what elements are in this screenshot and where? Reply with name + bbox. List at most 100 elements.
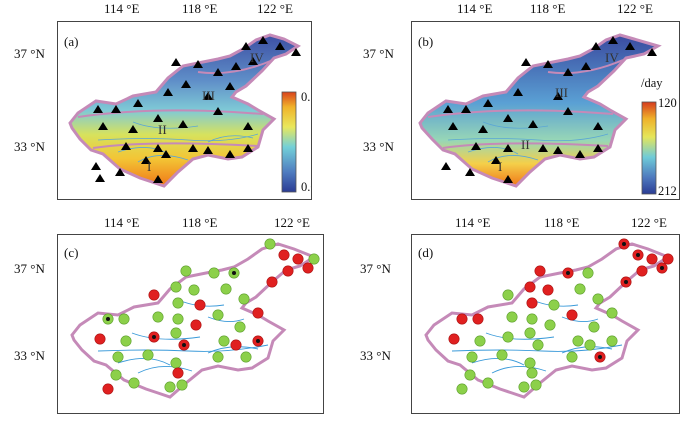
region-i-b: I [498,159,503,174]
red-marker [472,313,484,325]
colorbar-b-bottom-label: 212 [658,184,677,198]
panel-a: (a) I II III IV 0.34 0.63 [57,21,312,200]
red-marker [636,265,648,277]
red-marker [266,276,278,288]
green-marker [606,335,618,347]
y-tick-37-d: 37 °N [360,261,391,276]
colorbar-b-top-label: 120 [658,96,677,110]
significance-dot [182,343,186,347]
panel-a-map [68,33,301,193]
x-tick-118-a: 118 °E [182,1,218,16]
green-marker [308,253,320,265]
red-marker [526,297,538,309]
station-triangles [91,36,301,183]
red-marker [302,262,314,274]
x-tick-118-b: 118 °E [530,1,566,16]
green-marker [544,319,556,331]
green-marker [572,335,584,347]
region-iv-b: IV [605,50,619,65]
green-marker [474,335,486,347]
green-marker [574,283,586,295]
green-marker [496,349,508,361]
region-boundaries [77,59,274,149]
y-tick-37-a: 37 °N [14,46,45,61]
green-marker [466,351,478,363]
green-marker [606,307,618,319]
green-marker [592,293,604,305]
red-marker [94,333,106,345]
panel-b-tag: (b) [418,34,434,49]
x-tick-114-a: 114 °E [104,1,140,16]
green-marker [584,339,596,351]
significance-dot [256,339,260,343]
green-marker [548,299,560,311]
green-marker [112,351,124,363]
green-marker [518,381,530,393]
green-marker [456,383,468,395]
region-i-a: I [147,159,152,174]
green-marker [208,267,220,279]
green-marker [172,297,184,309]
x-tick-114-c: 114 °E [104,215,140,230]
green-marker [506,311,518,323]
red-marker [252,307,264,319]
green-marker [566,351,578,363]
green-marker [180,265,192,277]
significance-dot [598,355,602,359]
panel-c-tag: (c) [64,245,79,260]
region-boundaries [427,59,624,149]
red-marker [292,253,304,265]
red-marker [278,249,290,261]
red-marker [172,367,184,379]
significance-dot [152,335,156,339]
green-marker [218,335,230,347]
panel-a-tag: (a) [64,34,79,49]
green-marker [502,289,514,301]
green-marker [526,313,538,325]
significance-dot [232,271,236,275]
green-marker [212,309,224,321]
red-marker [662,253,674,265]
rivers [447,121,609,163]
panel-c-map [70,238,320,399]
significance-dot [106,317,110,321]
y-tick-33-c: 33 °N [14,348,45,363]
colorbar-b [641,101,657,195]
green-marker [588,321,600,333]
colorbar-a-top-label: 0.34 [301,90,311,104]
marker-layer [94,238,320,395]
green-marker [142,349,154,361]
green-marker [164,381,176,393]
green-marker [118,313,130,325]
red-marker [190,319,202,331]
red-marker [542,284,554,296]
green-marker [170,327,182,339]
y-tick-37-c: 37 °N [14,261,45,276]
red-marker [448,333,460,345]
green-marker [172,313,184,325]
x-tick-122-a: 122 °E [257,1,293,16]
green-marker [170,281,182,293]
green-marker [240,351,252,363]
red-marker [230,339,242,351]
significance-dot [636,253,640,257]
rivers [97,121,259,163]
colorbar-a [281,91,297,193]
y-tick-33-b: 33 °N [363,139,394,154]
red-marker [534,265,546,277]
green-marker [110,369,122,381]
green-marker [170,357,182,369]
green-marker [526,367,538,379]
panel-b: (b) I II III IV /day 120 212 [411,21,680,200]
region-iii-a: III [202,88,215,103]
x-tick-114-b: 114 °E [457,1,493,16]
x-tick-118-c: 118 °E [182,215,218,230]
marker-layer [448,238,674,395]
green-marker [524,327,536,339]
colorbar-b-unit: /day [641,76,663,90]
panel-d-tag: (d) [418,245,434,260]
panel-d: (d) [411,234,680,414]
significance-dot [566,271,570,275]
panel-c: (c) [57,234,324,414]
colorbar-a-bottom-label: 0.63 [301,180,311,194]
